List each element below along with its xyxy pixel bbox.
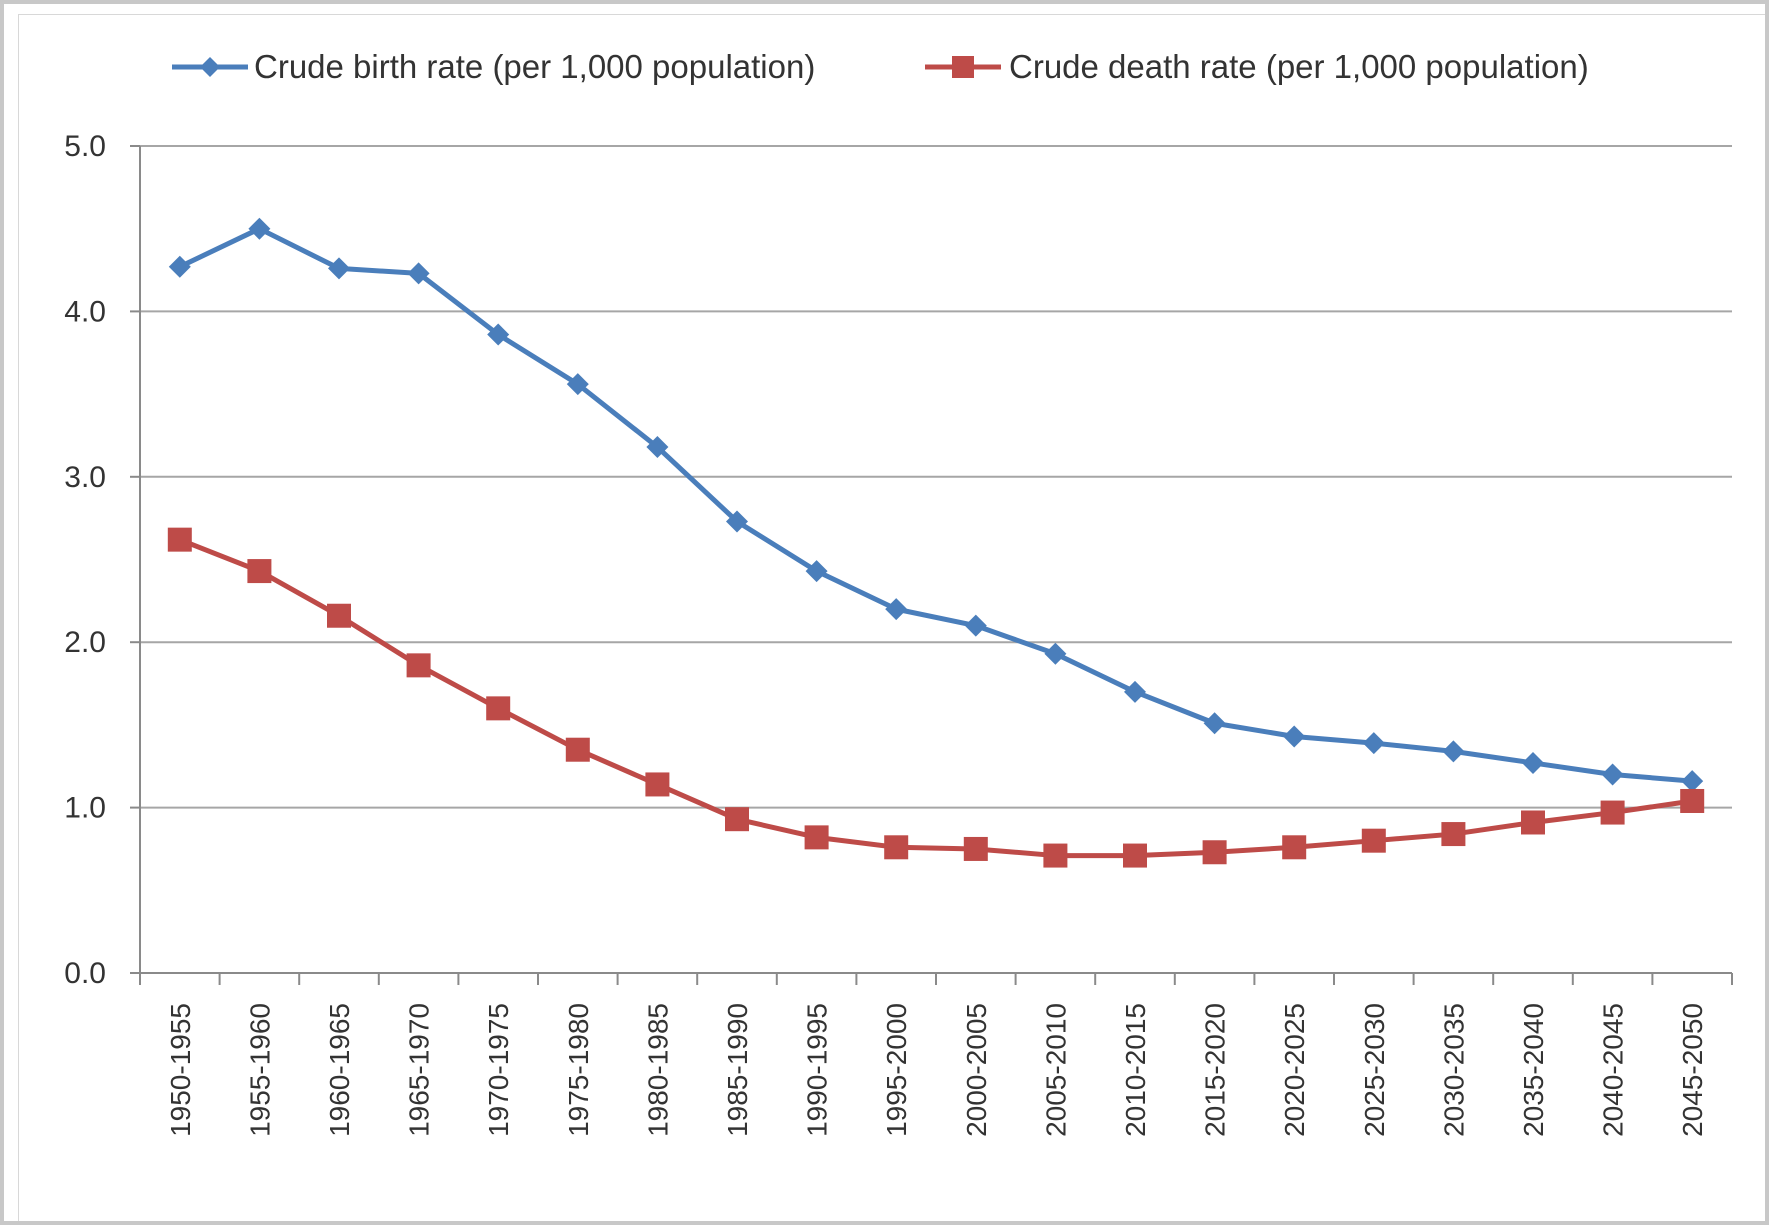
legend-entry-birth-rate[interactable]: Crude birth rate (per 1,000 population) bbox=[172, 48, 815, 85]
data-point-square bbox=[804, 825, 829, 850]
x-tick-label: 1995-2000 bbox=[881, 1003, 912, 1137]
data-point-square bbox=[1361, 828, 1386, 853]
series-birth-rate bbox=[168, 217, 1704, 793]
legend-birth-rate-label: Crude birth rate (per 1,000 population) bbox=[254, 48, 815, 85]
data-point-square bbox=[1680, 788, 1705, 813]
data-point-square bbox=[1521, 810, 1545, 835]
x-tick-label: 1980-1985 bbox=[642, 1003, 673, 1137]
y-tick-label: 0.0 bbox=[64, 957, 106, 990]
series-death-rate bbox=[167, 527, 1705, 868]
axes bbox=[139, 146, 1733, 985]
x-tick-label: 2045-2050 bbox=[1677, 1003, 1708, 1137]
x-tick-label: 2005-2010 bbox=[1040, 1003, 1071, 1137]
x-tick-label: 2020-2025 bbox=[1279, 1003, 1310, 1137]
data-point-square bbox=[1202, 840, 1227, 865]
y-tick-label: 1.0 bbox=[64, 792, 106, 825]
legend-death-rate-label: Crude death rate (per 1,000 population) bbox=[1009, 48, 1589, 85]
data-point-diamond bbox=[566, 373, 589, 396]
x-tick-label: 1970-1975 bbox=[483, 1003, 514, 1137]
x-axis-labels: 1950-1955 1955-1960 1960-1965 1965-1970 1970… bbox=[165, 1003, 1708, 1137]
y-tick-label: 3.0 bbox=[64, 461, 106, 494]
data-point-diamond bbox=[407, 262, 430, 285]
data-point-square bbox=[406, 653, 431, 678]
series-group bbox=[167, 217, 1705, 868]
legend-birth-rate-marker bbox=[200, 57, 220, 77]
data-point-diamond bbox=[1601, 763, 1624, 786]
data-point-square bbox=[725, 807, 749, 832]
x-tick-label: 1955-1960 bbox=[244, 1003, 275, 1137]
data-point-diamond bbox=[1283, 725, 1306, 748]
data-point-square bbox=[1123, 843, 1147, 868]
chart-inner-border bbox=[18, 14, 1765, 1221]
x-tick-label: 2035-2040 bbox=[1518, 1003, 1549, 1137]
data-point-diamond bbox=[726, 510, 748, 533]
data-point-square bbox=[645, 772, 670, 797]
data-point-diamond bbox=[1442, 740, 1465, 763]
data-point-square bbox=[565, 737, 590, 762]
data-point-diamond bbox=[168, 255, 191, 278]
legend-entry-death-rate[interactable]: Crude death rate (per 1,000 population) bbox=[925, 48, 1589, 85]
data-point-diamond bbox=[1124, 680, 1146, 703]
series-line bbox=[178, 226, 1693, 784]
x-tick-label: 1965-1970 bbox=[404, 1003, 435, 1137]
x-tick-label: 1950-1955 bbox=[165, 1003, 196, 1137]
data-point-square bbox=[1282, 835, 1307, 860]
data-point-diamond bbox=[805, 560, 828, 583]
gridlines bbox=[130, 145, 1732, 974]
x-tick-label: 2015-2020 bbox=[1200, 1003, 1231, 1137]
data-point-square bbox=[1441, 822, 1466, 847]
data-point-diamond bbox=[1044, 642, 1067, 665]
data-point-diamond bbox=[646, 436, 669, 459]
x-tick-label: 2010-2015 bbox=[1120, 1003, 1151, 1137]
x-tick-label: 2000-2005 bbox=[961, 1003, 992, 1137]
data-point-square bbox=[963, 836, 988, 861]
legend: Crude birth rate (per 1,000 population) … bbox=[172, 48, 1589, 85]
data-point-square bbox=[884, 835, 909, 860]
x-tick-label: 1960-1965 bbox=[324, 1003, 355, 1137]
data-point-diamond bbox=[1522, 751, 1544, 774]
y-tick-label: 4.0 bbox=[64, 295, 106, 328]
x-tick-label: 2040-2045 bbox=[1598, 1003, 1629, 1137]
data-point-diamond bbox=[964, 614, 987, 637]
y-axis-labels: 0.0 1.0 2.0 3.0 4.0 5.0 bbox=[64, 130, 106, 990]
data-point-square bbox=[167, 527, 192, 552]
data-point-square bbox=[1043, 843, 1068, 868]
x-tick-label: 2030-2035 bbox=[1438, 1003, 1469, 1137]
data-point-diamond bbox=[328, 257, 350, 280]
data-point-square bbox=[486, 696, 511, 721]
series-line bbox=[178, 537, 1693, 859]
data-point-diamond bbox=[1362, 732, 1385, 755]
data-point-diamond bbox=[1203, 712, 1226, 735]
x-tick-label: 2025-2030 bbox=[1359, 1003, 1390, 1137]
data-point-square bbox=[327, 603, 351, 628]
legend-death-rate-marker bbox=[952, 56, 974, 78]
x-tick-label: 1985-1990 bbox=[722, 1003, 753, 1137]
x-tick-label: 1990-1995 bbox=[802, 1003, 833, 1137]
x-tick-label: 1975-1980 bbox=[563, 1003, 594, 1137]
data-point-diamond bbox=[1681, 770, 1704, 793]
y-tick-label: 5.0 bbox=[64, 130, 106, 163]
data-point-square bbox=[1600, 800, 1625, 825]
data-point-diamond bbox=[248, 217, 271, 240]
data-point-diamond bbox=[487, 323, 510, 346]
data-point-square bbox=[247, 559, 272, 584]
data-point-diamond bbox=[885, 598, 908, 621]
y-tick-label: 2.0 bbox=[64, 626, 106, 659]
